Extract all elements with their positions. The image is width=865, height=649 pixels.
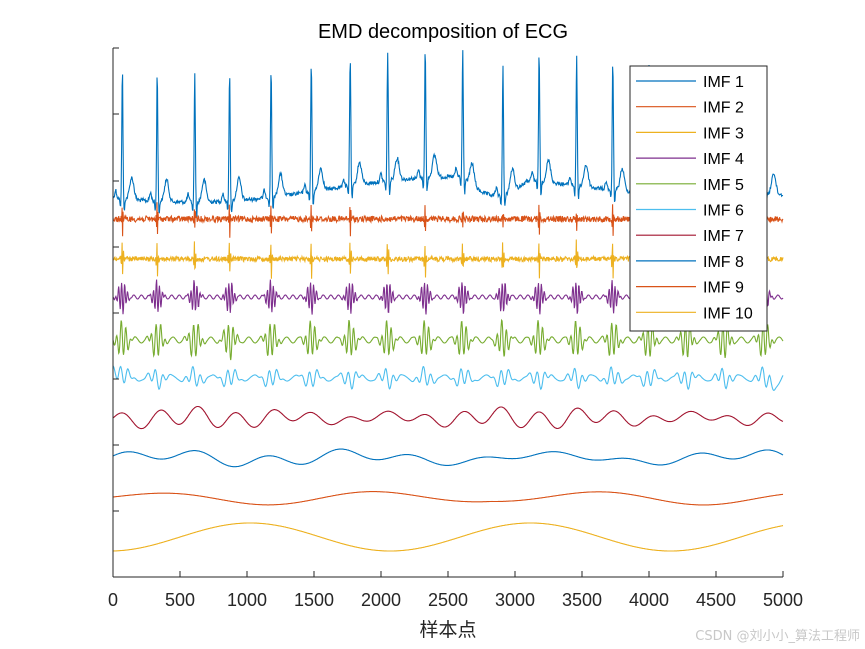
x-tick-label: 2000	[361, 590, 401, 610]
x-tick-label: 0	[108, 590, 118, 610]
x-tick-label: 2500	[428, 590, 468, 610]
legend-label-imf-6: IMF 6	[703, 203, 744, 220]
series-line-imf-9	[112, 491, 784, 506]
x-tick-labels: 0 500 1000 1500 2000 2500 3000 3500 4000 4500 5000	[108, 590, 803, 610]
legend-label-imf-2: IMF 2	[703, 100, 744, 117]
x-tick-label: 4000	[629, 590, 669, 610]
series-line-imf-6	[112, 365, 784, 392]
x-tick-label: 1500	[294, 590, 334, 610]
axes	[112, 47, 784, 578]
x-tick-label: 1000	[227, 590, 267, 610]
x-tick-label: 500	[165, 590, 195, 610]
legend-label-imf-3: IMF 3	[703, 125, 744, 142]
x-tick-label: 4500	[696, 590, 736, 610]
legend-label-imf-5: IMF 5	[703, 177, 744, 194]
legend: IMF 1 IMF 2 IMF 3 IMF 4 IMF 5 IMF 6 IMF 7 IMF 8…	[629, 65, 768, 332]
x-axis-label: 样本点	[419, 619, 476, 641]
x-tick-label: 3500	[562, 590, 602, 610]
x-tick-label: 5000	[763, 590, 803, 610]
x-tick-label: 3000	[495, 590, 535, 610]
chart-title: EMD decomposition of ECG	[318, 21, 568, 43]
series-line-imf-8	[112, 448, 784, 468]
legend-label-imf-1: IMF 1	[703, 74, 744, 91]
legend-box	[629, 65, 768, 332]
plot-area	[112, 50, 784, 552]
series-line-imf-10	[113, 522, 784, 552]
legend-label-imf-10: IMF 10	[703, 305, 753, 322]
series-line-imf-5	[112, 318, 784, 361]
legend-label-imf-4: IMF 4	[703, 151, 744, 168]
series-line-imf-7	[112, 405, 784, 430]
watermark: CSDN @刘小小_算法工程师	[695, 629, 860, 644]
legend-label-imf-9: IMF 9	[703, 280, 744, 297]
legend-label-imf-8: IMF 8	[703, 254, 744, 271]
legend-label-imf-7: IMF 7	[703, 228, 744, 245]
